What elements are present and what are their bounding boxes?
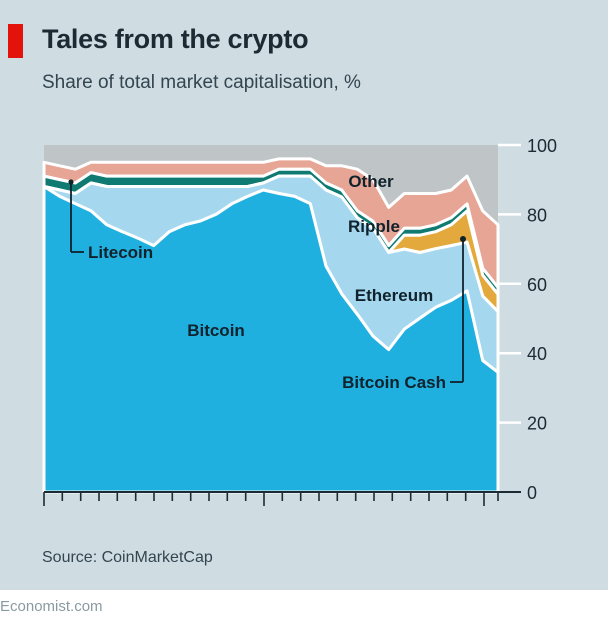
y-axis-ticks [498,143,521,424]
x-axis-ticks [43,492,499,506]
bitcoin-cash-callout: Bitcoin Cash [342,236,466,392]
page-title: Tales from the crypto [42,24,309,54]
chart-subtitle: Share of total market capitalisation, % [42,72,361,93]
economist-red-tab [8,24,23,58]
source-note: Source: CoinMarketCap [42,549,213,566]
series-label-ethereum: Ethereum [355,286,433,305]
ylabel-20: 20 [527,414,547,434]
series-label-ripple: Ripple [348,217,400,236]
series-label-bitcoin-cash: Bitcoin Cash [342,373,446,392]
ylabel-100: 100 [527,136,557,156]
chart-card: Tales from the crypto Share of total mar… [0,0,608,590]
ylabel-40: 40 [527,344,547,364]
series-label-other: Other [348,172,394,191]
series-label-litecoin: Litecoin [88,243,153,262]
ylabel-0: 0 [527,483,537,503]
ylabel-80: 80 [527,205,547,225]
litecoin-callout: Litecoin [68,179,153,262]
area-bitcoin [42,185,500,494]
chart-plot-area: 100 80 60 40 20 0 [0,130,608,510]
ylabel-60: 60 [527,275,547,295]
series-label-bitcoin: Bitcoin [187,321,245,340]
economist-brand: Economist.com [0,598,103,615]
area-series-group [42,145,500,494]
page-footer: Economist.com [0,590,608,625]
stacked-area-chart: 100 80 60 40 20 0 [42,136,557,506]
